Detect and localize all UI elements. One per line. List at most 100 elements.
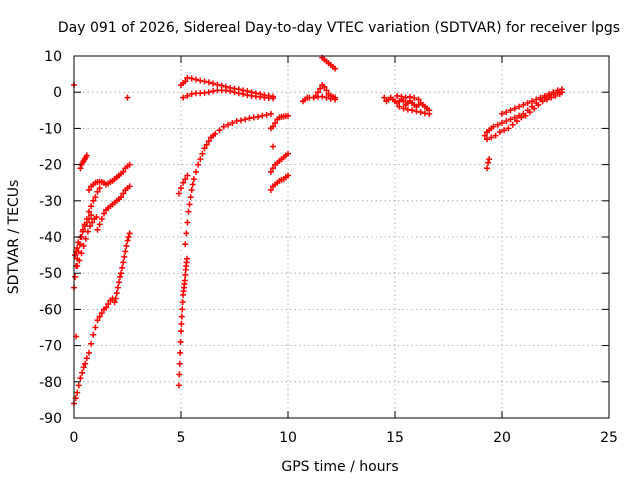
data-point bbox=[182, 241, 189, 248]
series-arc-31 bbox=[484, 156, 493, 172]
data-point bbox=[332, 65, 339, 72]
data-point bbox=[85, 186, 92, 193]
series-arc-23 bbox=[312, 81, 339, 101]
data-point bbox=[490, 123, 497, 130]
data-point bbox=[120, 168, 127, 175]
y-tick-label: -20 bbox=[39, 158, 62, 174]
data-point bbox=[187, 194, 194, 201]
y-tick-label: -30 bbox=[39, 194, 62, 210]
data-point bbox=[323, 94, 330, 101]
data-point bbox=[90, 331, 97, 338]
data-point bbox=[205, 79, 212, 86]
data-point bbox=[199, 150, 206, 157]
data-point bbox=[488, 134, 495, 141]
data-point bbox=[112, 295, 119, 302]
data-point bbox=[178, 185, 184, 192]
data-point bbox=[272, 119, 279, 126]
data-point bbox=[513, 118, 520, 125]
data-point bbox=[263, 112, 270, 119]
data-point bbox=[96, 313, 103, 320]
data-point bbox=[92, 324, 99, 331]
data-point bbox=[197, 156, 204, 163]
data-point bbox=[524, 100, 531, 107]
data-point bbox=[411, 94, 418, 101]
data-point bbox=[176, 360, 183, 367]
data-point bbox=[533, 96, 540, 103]
data-point bbox=[184, 172, 191, 179]
series-arc-11 bbox=[124, 94, 131, 101]
data-point bbox=[98, 310, 105, 317]
data-point bbox=[182, 176, 189, 183]
data-point bbox=[499, 119, 505, 126]
data-point bbox=[539, 98, 546, 105]
data-point bbox=[409, 107, 416, 114]
data-point bbox=[105, 300, 112, 307]
data-point bbox=[520, 101, 527, 108]
data-point bbox=[237, 117, 244, 124]
data-point bbox=[494, 121, 501, 128]
data-point bbox=[314, 89, 321, 96]
data-point bbox=[528, 98, 535, 105]
data-point bbox=[175, 190, 182, 197]
data-point bbox=[122, 248, 129, 255]
data-point bbox=[205, 89, 212, 96]
data-point bbox=[88, 340, 95, 347]
data-point bbox=[85, 215, 92, 222]
data-point bbox=[74, 389, 81, 396]
data-point bbox=[80, 243, 87, 250]
data-point bbox=[285, 112, 291, 119]
series-arc-10 bbox=[71, 81, 80, 340]
x-tick-label: 15 bbox=[386, 430, 404, 446]
y-tick-label: -40 bbox=[39, 230, 62, 246]
data-point bbox=[183, 230, 190, 237]
y-tick-label: -90 bbox=[39, 411, 62, 427]
data-point bbox=[552, 92, 559, 99]
data-point bbox=[123, 243, 130, 250]
series-arc-26 bbox=[394, 92, 422, 103]
data-point bbox=[94, 317, 101, 324]
data-point bbox=[541, 92, 548, 99]
data-point bbox=[267, 186, 274, 193]
data-point bbox=[78, 250, 85, 257]
y-tick-label: -10 bbox=[39, 121, 62, 137]
data-point bbox=[184, 219, 191, 226]
data-point bbox=[124, 237, 131, 244]
data-point bbox=[535, 101, 542, 108]
series-arc-21 bbox=[270, 143, 277, 150]
data-point bbox=[189, 181, 196, 188]
data-point bbox=[518, 114, 525, 121]
y-tick-label: -50 bbox=[39, 266, 62, 282]
data-point bbox=[178, 313, 185, 320]
data-point bbox=[522, 112, 529, 119]
y-tick-label: 10 bbox=[44, 49, 62, 65]
data-point bbox=[118, 270, 125, 277]
series-arc-14 bbox=[182, 110, 274, 248]
data-point bbox=[212, 130, 219, 137]
data-point bbox=[270, 165, 277, 172]
data-point bbox=[484, 165, 491, 172]
data-point bbox=[98, 215, 105, 222]
series-arc-24 bbox=[319, 54, 339, 72]
y-tick-label: -60 bbox=[39, 302, 62, 318]
data-point bbox=[381, 94, 388, 101]
data-point bbox=[120, 259, 127, 266]
data-point bbox=[177, 338, 184, 345]
data-point bbox=[270, 143, 277, 150]
data-point bbox=[398, 93, 405, 100]
y-axis-label: SDTVAR / TECUs bbox=[6, 180, 22, 295]
x-tick-label: 0 bbox=[70, 430, 79, 446]
data-point bbox=[486, 156, 493, 163]
data-point bbox=[548, 94, 555, 101]
data-point bbox=[85, 208, 92, 215]
data-point bbox=[94, 226, 101, 233]
data-point bbox=[417, 109, 424, 116]
data-point bbox=[396, 103, 403, 110]
data-point bbox=[88, 203, 95, 210]
x-tick-label: 5 bbox=[177, 430, 186, 446]
data-point bbox=[192, 76, 199, 83]
data-point bbox=[496, 129, 503, 136]
series-arc-09 bbox=[111, 230, 133, 306]
series-arc-08 bbox=[111, 161, 133, 183]
data-point bbox=[550, 89, 557, 96]
series-arc-04 bbox=[74, 214, 100, 269]
